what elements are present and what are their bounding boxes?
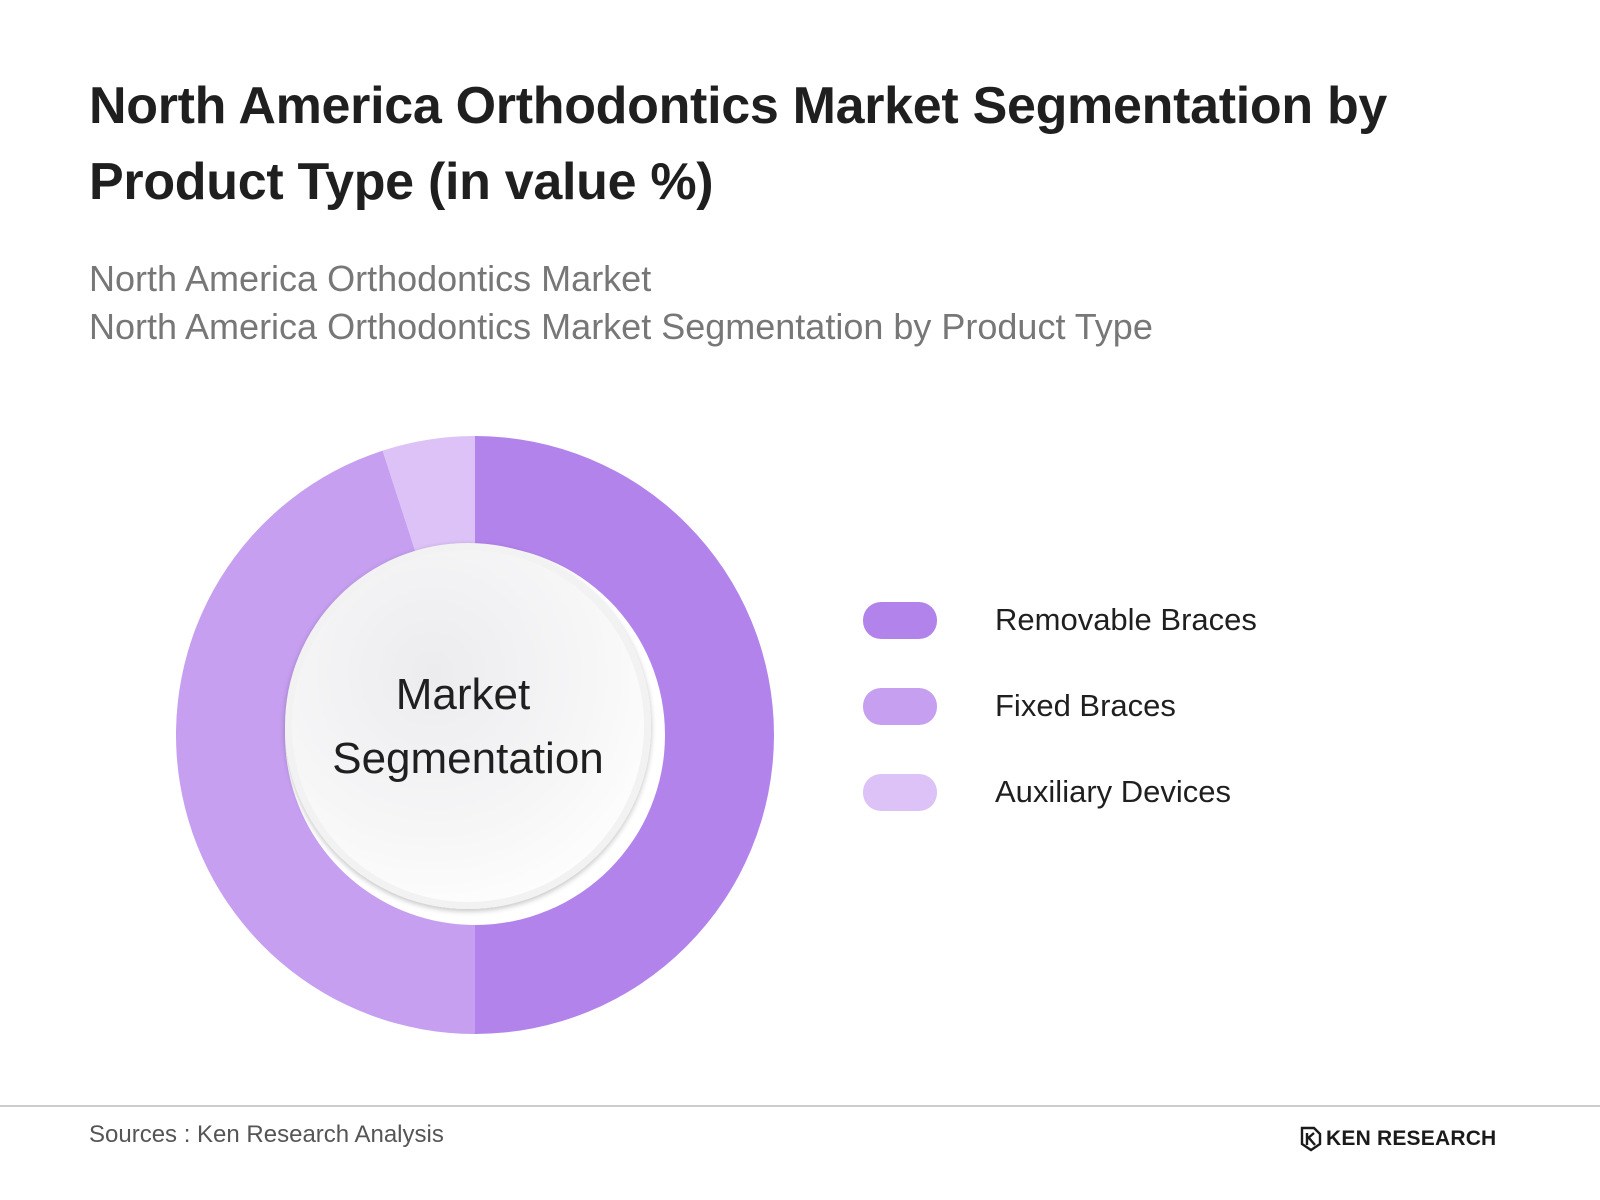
legend-item-fixed-braces[interactable]: Fixed Braces [863, 686, 1383, 726]
legend-swatch-fixed-braces [863, 688, 937, 725]
donut-center-face [292, 550, 644, 902]
donut-slice-auxiliary-devices[interactable] [382, 436, 475, 555]
legend-label-auxiliary-devices: Auxiliary Devices [995, 774, 1232, 809]
source-note: Sources : Ken Research Analysis [89, 1121, 444, 1148]
chart-subtitle-segmentation: North America Orthodontics Market Segmen… [89, 306, 1153, 347]
ken-research-logo: KEN RESEARCH [1300, 1124, 1496, 1154]
legend-swatch-auxiliary-devices [863, 774, 937, 811]
ken-research-logo-mark [1300, 1126, 1322, 1152]
chart-title: North America Orthodontics Market Segmen… [89, 77, 1388, 211]
legend-label-fixed-braces: Fixed Braces [995, 688, 1176, 723]
center-label-line1: Market [396, 670, 530, 719]
donut-slices [175, 436, 774, 1035]
legend-item-removable-braces[interactable]: Removable Braces [863, 600, 1383, 640]
chart-subtitle-market: North America Orthodontics Market [89, 258, 652, 299]
center-label-line2: Segmentation [332, 734, 604, 783]
legend-item-auxiliary-devices[interactable]: Auxiliary Devices [863, 772, 1383, 812]
donut-slice-removable-braces[interactable] [475, 436, 774, 1034]
legend-label-removable-braces: Removable Braces [995, 602, 1257, 637]
ken-research-logo-text: KEN RESEARCH [1326, 1127, 1497, 1150]
footer-divider [0, 1105, 1600, 1107]
legend-swatch-removable-braces [863, 602, 937, 639]
donut-slice-fixed-braces[interactable] [175, 450, 475, 1035]
